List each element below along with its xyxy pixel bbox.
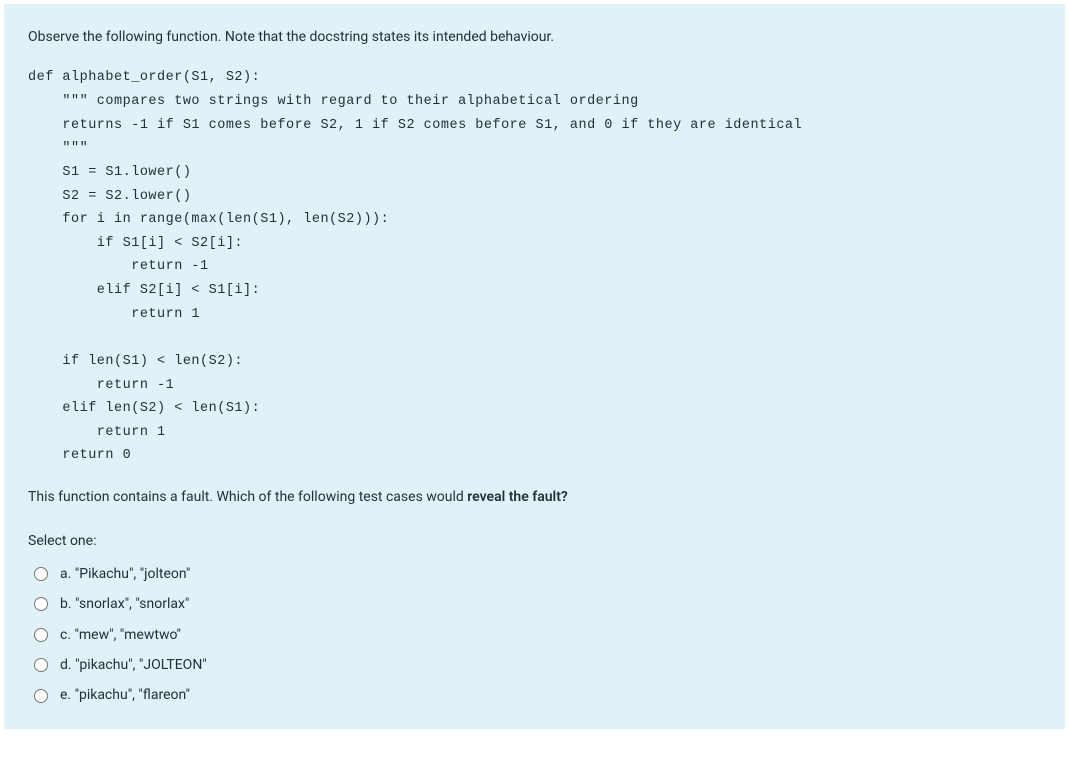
- option-row: d. "pikachu", "JOLTEON": [28, 654, 1041, 676]
- question-bold: reveal the fault?: [467, 489, 568, 505]
- option-letter: e.: [60, 687, 71, 703]
- option-label-c[interactable]: c. "mew", "mewtwo": [60, 624, 181, 646]
- option-label-e[interactable]: e. "pikachu", "flareon": [60, 684, 190, 706]
- option-row: a. "Pikachu", "jolteon": [28, 563, 1041, 585]
- option-label-a[interactable]: a. "Pikachu", "jolteon": [60, 563, 190, 585]
- option-letter: c.: [60, 627, 71, 643]
- option-label-d[interactable]: d. "pikachu", "JOLTEON": [60, 654, 207, 676]
- question-prefix: This function contains a fault. Which of…: [28, 489, 467, 505]
- option-radio-c[interactable]: [34, 628, 48, 642]
- option-letter: d.: [60, 657, 72, 673]
- option-text: "Pikachu", "jolteon": [75, 566, 191, 582]
- option-radio-e[interactable]: [34, 689, 48, 703]
- option-radio-d[interactable]: [34, 658, 48, 672]
- select-prompt: Select one:: [28, 530, 1041, 552]
- option-row: e. "pikachu", "flareon": [28, 684, 1041, 706]
- option-row: c. "mew", "mewtwo": [28, 624, 1041, 646]
- option-letter: b.: [60, 596, 72, 612]
- option-letter: a.: [60, 566, 71, 582]
- options-group: a. "Pikachu", "jolteon" b. "snorlax", "s…: [28, 563, 1041, 707]
- option-row: b. "snorlax", "snorlax": [28, 593, 1041, 615]
- option-radio-b[interactable]: [34, 597, 48, 611]
- option-text: "snorlax", "snorlax": [75, 596, 189, 612]
- question-text: This function contains a fault. Which of…: [28, 486, 1041, 508]
- code-block: def alphabet_order(S1, S2): """ compares…: [28, 66, 1041, 468]
- question-card: Observe the following function. Note tha…: [4, 4, 1065, 729]
- option-label-b[interactable]: b. "snorlax", "snorlax": [60, 593, 189, 615]
- option-text: "pikachu", "flareon": [75, 687, 190, 703]
- option-text: "pikachu", "JOLTEON": [75, 657, 207, 673]
- intro-text: Observe the following function. Note tha…: [28, 26, 1041, 48]
- option-text: "mew", "mewtwo": [75, 627, 182, 643]
- option-radio-a[interactable]: [34, 567, 48, 581]
